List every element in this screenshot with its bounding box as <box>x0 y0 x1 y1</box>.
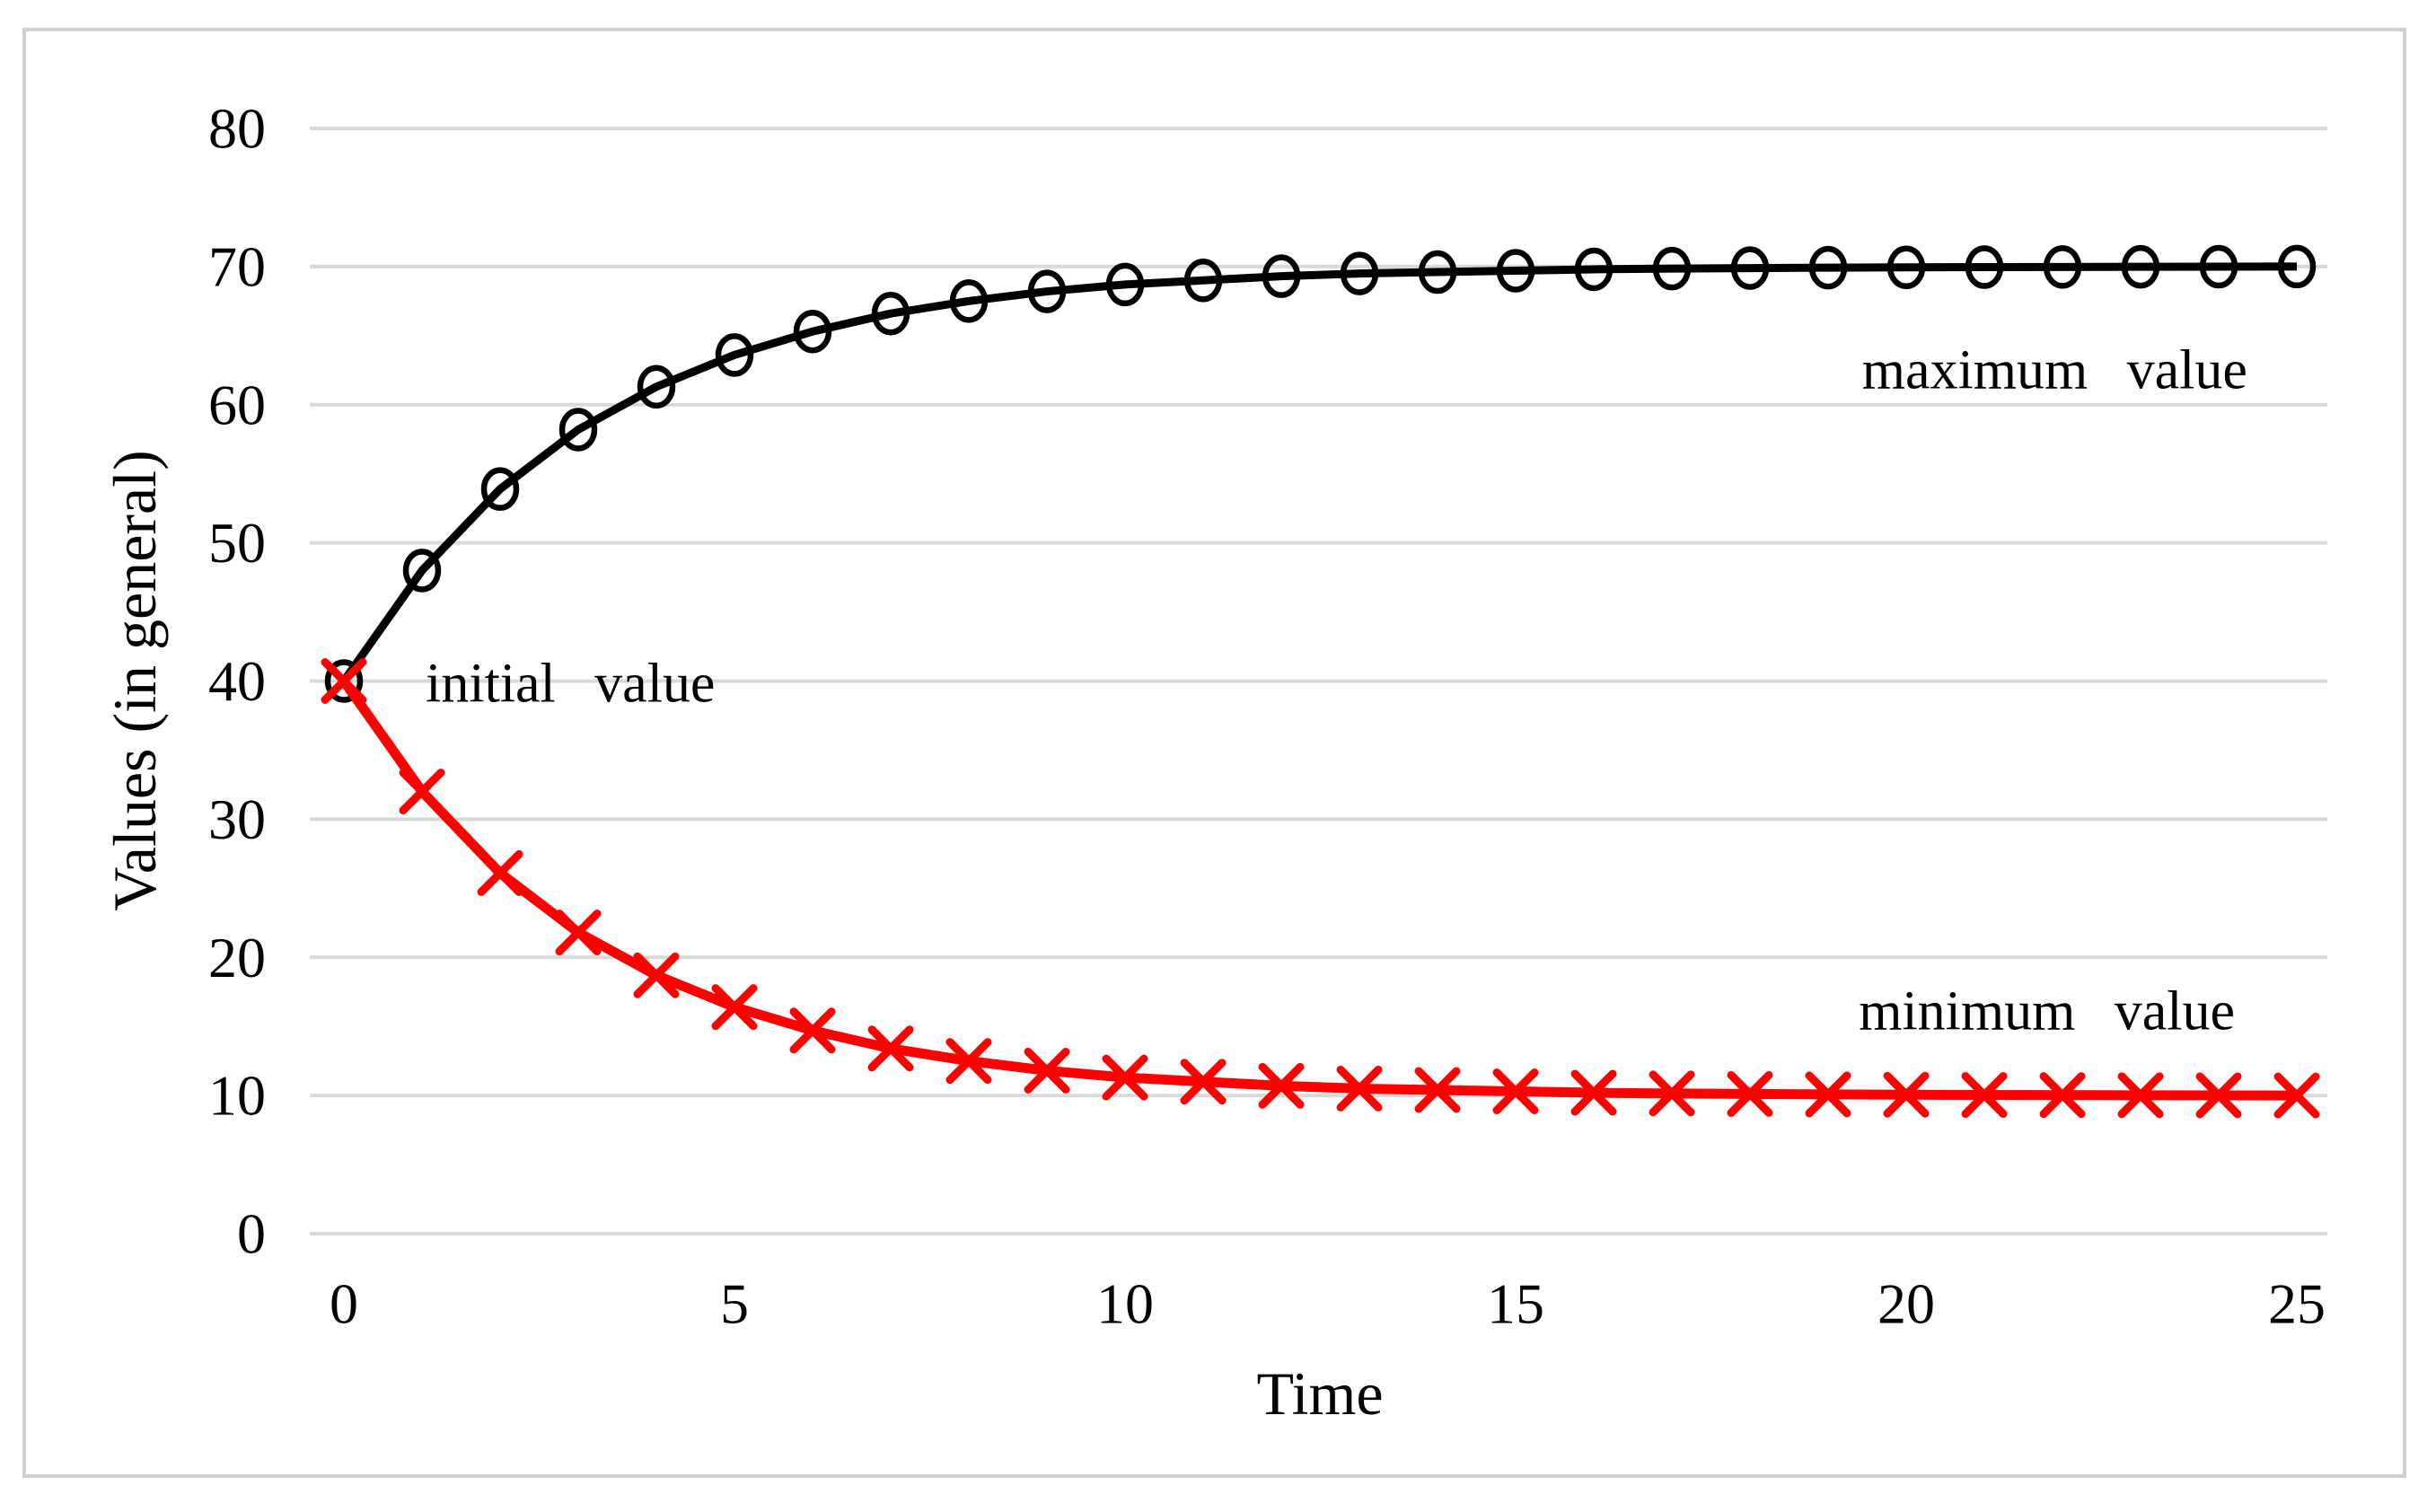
maximum-series-marker <box>480 467 520 511</box>
maximum-series-marker <box>558 408 598 452</box>
maximum-series-marker <box>637 365 676 409</box>
annotations: initial value maximum value minimum value <box>426 339 2247 1042</box>
tick-labels: 0 10 20 30 40 50 60 70 80 0 5 10 15 20 25 <box>208 97 2326 1336</box>
maximum-series-marker <box>1965 245 2004 289</box>
y-tick-label: 40 <box>208 649 266 713</box>
minimum-series-marker <box>789 1007 836 1054</box>
maximum-series-marker <box>1574 247 1614 292</box>
minimum-series-marker <box>1570 1069 1617 1116</box>
maximum-series-marker <box>949 279 989 323</box>
minimum-series-marker <box>633 952 680 998</box>
y-tick-label: 60 <box>208 373 266 436</box>
maximum-series-marker <box>1496 249 1535 293</box>
maximum-series-marker <box>1183 259 1223 303</box>
maximum-series-marker <box>1652 246 1692 291</box>
x-tick-label: 25 <box>2268 1272 2326 1336</box>
annotation-minimum-value: minimum value <box>1859 980 2235 1042</box>
minimum-series-marker <box>2039 1072 2086 1119</box>
annotation-maximum-value: maximum value <box>1862 339 2247 400</box>
y-tick-label: 50 <box>208 511 266 575</box>
y-tick-label: 0 <box>237 1202 266 1266</box>
minimum-series-marker <box>1102 1054 1148 1101</box>
y-tick-label: 80 <box>208 97 266 161</box>
minimum-series-marker <box>867 1025 914 1072</box>
maximum-series-marker <box>1262 254 1301 298</box>
minimum-series-marker <box>1727 1070 1773 1117</box>
x-tick-label: 20 <box>1878 1272 1935 1336</box>
minimum-series-marker <box>555 910 602 956</box>
maximum-series-marker <box>1886 245 1926 290</box>
figure-border <box>22 28 2406 1478</box>
annotation-initial-value: initial value <box>426 654 715 715</box>
maximum-series-marker <box>1105 262 1145 307</box>
minimum-series-marker <box>1414 1067 1461 1113</box>
minimum-series-marker <box>321 658 367 704</box>
y-tick-label: 10 <box>208 1064 266 1128</box>
minimum-series-marker <box>2195 1072 2242 1119</box>
minimum-series-marker <box>1258 1062 1305 1109</box>
maximum-series-marker <box>324 659 364 703</box>
minimum-series-line <box>339 678 2298 1101</box>
y-tick-label: 30 <box>208 787 266 851</box>
minimum-series-marker <box>1961 1072 2008 1119</box>
maximum-series-marker <box>793 309 832 354</box>
maximum-series-marker <box>2043 245 2082 289</box>
minimum-series-marker <box>1649 1070 1695 1117</box>
y-axis-title: Values (in general) <box>101 450 169 911</box>
maximum-series-line <box>340 262 2298 684</box>
maximum-series-marker <box>1808 245 1848 290</box>
x-tick-label: 5 <box>720 1272 749 1336</box>
maximum-series-marker <box>1340 251 1379 295</box>
minimum-series-marker <box>945 1038 992 1085</box>
maximum-series-marker <box>871 291 910 336</box>
minimum-series-marker <box>399 769 445 815</box>
maximum-series-marker <box>2121 244 2160 289</box>
minimum-series-marker <box>1805 1071 1851 1118</box>
series <box>321 244 2320 1119</box>
x-tick-label: 0 <box>330 1272 358 1336</box>
maximum-series-marker <box>402 549 442 593</box>
maximum-series-marker <box>1027 269 1067 313</box>
x-tick-label: 10 <box>1096 1272 1154 1336</box>
minimum-series-marker <box>2117 1072 2164 1119</box>
minimum-series-marker <box>1180 1059 1227 1105</box>
maximum-series-marker <box>2277 244 2317 289</box>
minimum-series-marker <box>1024 1047 1070 1094</box>
minimum-series-marker <box>1492 1068 1539 1115</box>
minimum-series-marker <box>1336 1065 1383 1112</box>
minimum-series-marker <box>477 849 523 896</box>
maximum-series-marker <box>1418 250 1457 294</box>
maximum-series-marker <box>2199 244 2238 289</box>
maximum-series-marker <box>715 333 754 377</box>
x-tick-label: 15 <box>1487 1272 1544 1336</box>
minimum-series-marker <box>2273 1072 2320 1119</box>
y-tick-label: 70 <box>208 234 266 298</box>
minimum-series-marker <box>1883 1071 1930 1118</box>
maximum-series-marker <box>1730 246 1770 290</box>
minimum-series-marker <box>711 984 758 1031</box>
x-axis-title: Time <box>1256 1359 1383 1428</box>
y-tick-label: 20 <box>208 926 266 989</box>
